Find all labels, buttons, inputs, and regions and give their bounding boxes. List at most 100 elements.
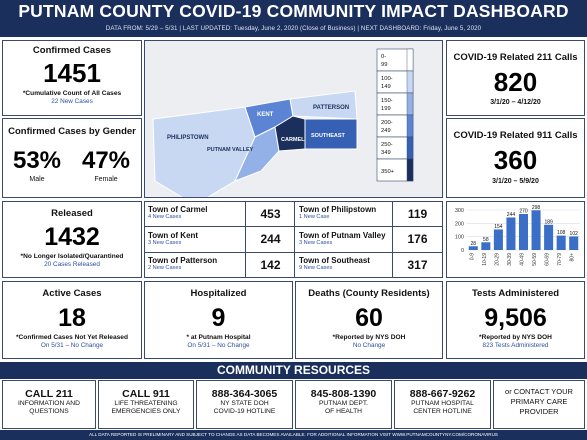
deaths-value: 60 bbox=[355, 304, 383, 332]
deaths-note: *Reported by NYS DOH bbox=[332, 334, 406, 341]
chart-bar bbox=[544, 224, 554, 250]
y-tick-label: 0 bbox=[461, 248, 464, 254]
map-region-putnam-valley bbox=[234, 126, 280, 182]
calls-911-label: COVID-19 Related 911 Calls bbox=[453, 130, 578, 141]
town-new-cases: 9 New Cases bbox=[299, 265, 333, 271]
female-label: Female bbox=[94, 176, 118, 183]
resource-item: 888-364-3065 NY STATE DOH COVID-19 HOTLI… bbox=[196, 380, 293, 429]
released-card: Released 1432 *No Longer Isolated/Quaran… bbox=[2, 201, 142, 278]
x-tick-label: 10-19 bbox=[482, 253, 488, 266]
resource-line2: COVID-19 HOTLINE bbox=[213, 408, 276, 416]
x-tick-label: 0-9 bbox=[469, 253, 475, 260]
dashboard-header: PUTNAM COUNTY COVID-19 COMMUNITY IMPACT … bbox=[0, 0, 587, 37]
dashboard-subtitle: DATA FROM: 5/29 – 5/31 | LAST UPDATED: T… bbox=[105, 25, 482, 32]
active-cases-value: 18 bbox=[58, 304, 86, 332]
dashboard-title: PUTNAM COUNTY COVID-19 COMMUNITY IMPACT … bbox=[18, 1, 569, 21]
tests-sub: 823 Tests Administered bbox=[482, 342, 549, 349]
x-tick-label: 20-29 bbox=[494, 253, 500, 266]
town-name: Town of Philipstown bbox=[299, 205, 377, 214]
resource-number: 845-808-1390 bbox=[310, 388, 377, 400]
confirmed-cases-label: Confirmed Cases bbox=[32, 45, 112, 56]
hospitalized-sub: On 5/31 – No Change bbox=[187, 342, 250, 349]
contact-line3: PROVIDER bbox=[519, 406, 559, 416]
town-row: Town of Southeast 9 New Cases 317 bbox=[295, 253, 442, 277]
town-row: Town of Carmel 4 New Cases 453 bbox=[145, 202, 295, 227]
resource-line1: NY STATE DOH bbox=[220, 400, 269, 407]
legend-label: 99 bbox=[381, 62, 387, 68]
town-row: Town of Kent 3 New Cases 244 bbox=[145, 227, 295, 253]
bar-value-label: 28 bbox=[470, 241, 476, 247]
chart-bar bbox=[481, 242, 491, 250]
calls-211-card: COVID-19 Related 211 Calls 820 3/1/20 – … bbox=[446, 40, 585, 116]
deaths-card: Deaths (County Residents) 60 *Reported b… bbox=[295, 281, 443, 359]
contact-line1: or CONTACT YOUR bbox=[505, 387, 573, 396]
legend-label: 199 bbox=[381, 106, 391, 112]
y-tick-label: 300 bbox=[455, 208, 464, 214]
legend-label: 100- bbox=[381, 76, 393, 82]
county-map: PHILIPSTOWN KENT PATTERSON PUTNAM VALLEY… bbox=[152, 48, 414, 200]
bar-value-label: 102 bbox=[570, 231, 579, 237]
hospitalized-value: 9 bbox=[211, 304, 226, 332]
legend-label: 350+ bbox=[381, 169, 395, 175]
legend-label: 149 bbox=[381, 84, 391, 90]
map-label-carmel: CARMEL bbox=[281, 137, 305, 143]
resource-line1: PUTNAM DEPT. bbox=[318, 400, 369, 407]
resource-line2: EMERGENCIES ONLY bbox=[111, 408, 181, 416]
resource-item: 845-808-1390 PUTNAM DEPT. OF HEALTH bbox=[295, 380, 392, 429]
calls-211-label: COVID-19 Related 211 Calls bbox=[453, 52, 578, 63]
hospitalized-card: Hospitalized 9 * at Putnam Hospital On 5… bbox=[144, 281, 293, 359]
legend-swatch bbox=[406, 158, 414, 182]
footer-bar: ALL DATA REPORTED IS PRELIMINARY AND SUB… bbox=[0, 430, 587, 440]
town-count: 176 bbox=[392, 227, 442, 252]
legend-swatch bbox=[406, 136, 414, 160]
town-count: 453 bbox=[245, 202, 295, 226]
legend-label: 150- bbox=[381, 98, 393, 104]
tests-card: Tests Administered 9,506 *Reported by NY… bbox=[446, 281, 585, 359]
calls-211-range: 3/1/20 – 4/12/20 bbox=[490, 99, 541, 106]
active-cases-label: Active Cases bbox=[42, 288, 102, 299]
tests-value: 9,506 bbox=[484, 304, 547, 332]
released-sub: 20 Cases Released bbox=[44, 261, 100, 268]
legend-swatch bbox=[406, 48, 414, 72]
town-name: Town of Kent bbox=[148, 231, 199, 240]
legend-swatch bbox=[406, 92, 414, 116]
resource-number: CALL 911 bbox=[122, 388, 170, 400]
bar-value-label: 270 bbox=[519, 209, 528, 215]
chart-bar bbox=[518, 214, 529, 250]
map-legend: 0- 99 100- 149 150- 199 200- 249 250- 349 350+ bbox=[376, 48, 414, 182]
male-percent: 53% bbox=[12, 147, 62, 174]
town-name: Town of Carmel bbox=[148, 205, 208, 214]
resource-line1: PUTNAM HOSPITAL bbox=[411, 400, 474, 407]
x-tick-label: 40-49 bbox=[520, 253, 526, 266]
deaths-sub: No Change bbox=[352, 342, 386, 349]
resources-header: COMMUNITY RESOURCES bbox=[0, 362, 587, 379]
tests-note: *Reported by NYS DOH bbox=[479, 334, 552, 341]
map-region-southeast bbox=[304, 118, 358, 150]
bar-value-label: 58 bbox=[483, 237, 489, 243]
bar-value-label: 189 bbox=[544, 219, 553, 225]
female-percent: 47% bbox=[81, 147, 131, 174]
confirmed-new-cases: 22 New Cases bbox=[51, 98, 93, 105]
county-map-card: PHILIPSTOWN KENT PATTERSON PUTNAM VALLEY… bbox=[144, 40, 443, 200]
chart-bar bbox=[569, 236, 579, 250]
released-label: Released bbox=[51, 208, 93, 219]
town-new-cases: 3 New Cases bbox=[299, 240, 333, 246]
legend-label: 250- bbox=[381, 142, 393, 148]
y-tick-label: 200 bbox=[455, 221, 464, 227]
deaths-label: Deaths (County Residents) bbox=[308, 288, 430, 299]
resource-number: CALL 211 bbox=[25, 388, 73, 400]
town-count: 142 bbox=[245, 253, 295, 277]
confirmed-cases-card: Confirmed Cases 1451 *Cumulative Count o… bbox=[2, 40, 142, 116]
resource-line1: INFORMATION AND bbox=[18, 400, 80, 407]
legend-swatch bbox=[406, 114, 414, 138]
bar-value-label: 108 bbox=[557, 230, 566, 236]
calls-911-card: COVID-19 Related 911 Calls 360 3/1/20 – … bbox=[446, 118, 585, 198]
age-chart: 0 100 200 300 28 0-9 58 10-19 154 20-29 244 30-39 27… bbox=[455, 205, 580, 266]
town-name: Town of Patterson bbox=[148, 256, 218, 265]
resource-line2: CENTER HOTLINE bbox=[413, 408, 472, 416]
map-label-southeast: SOUTHEAST bbox=[311, 133, 346, 139]
released-note: *No Longer Isolated/Quarantined bbox=[20, 253, 124, 260]
town-new-cases: 3 New Cases bbox=[148, 240, 182, 246]
resources-title: COMMUNITY RESOURCES bbox=[216, 363, 371, 377]
calls-911-range: 3/1/20 – 5/9/20 bbox=[492, 178, 539, 185]
